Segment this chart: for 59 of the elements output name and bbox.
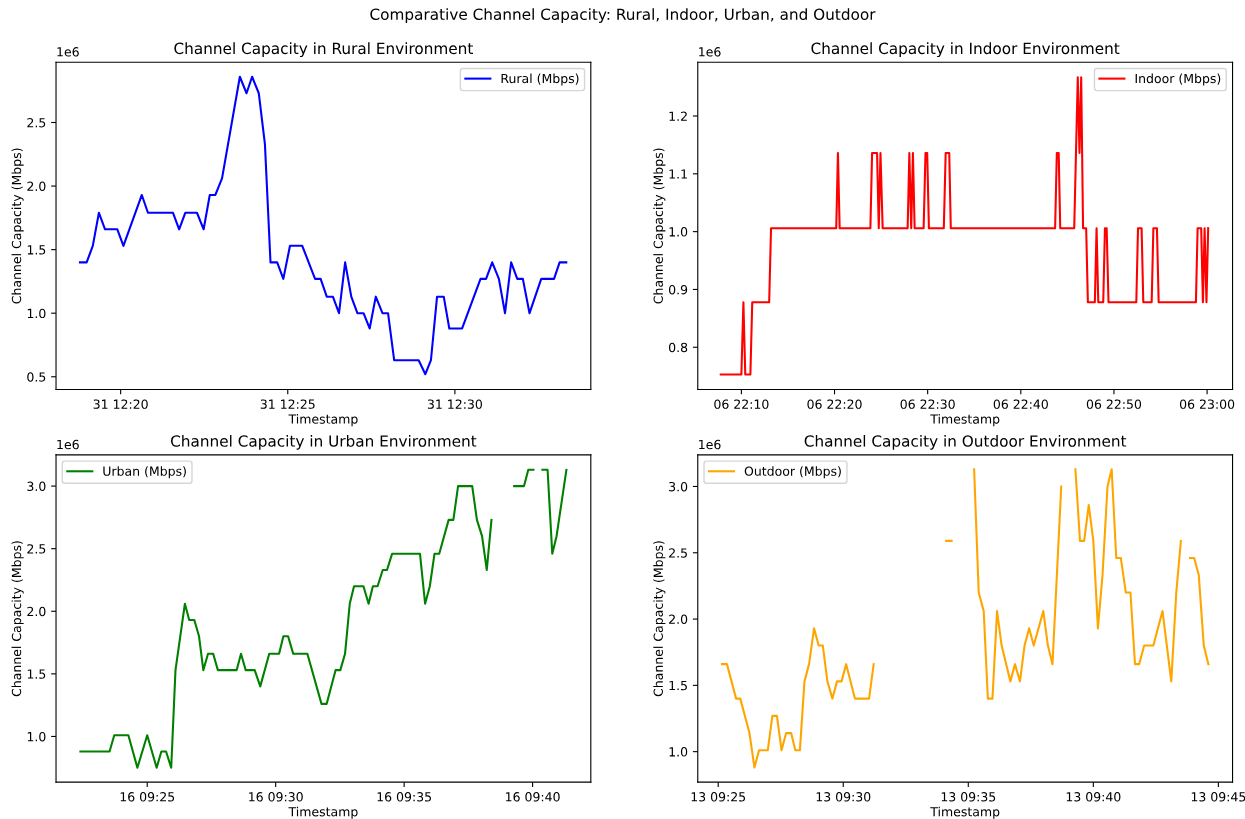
y-tick-label: 1.5 xyxy=(27,669,46,679)
text: 1e6 xyxy=(57,47,79,57)
y-tick-label: 2.5 xyxy=(27,544,46,554)
legend-label: Rural (Mbps) xyxy=(501,73,579,86)
y-tick-label: 0.8 xyxy=(668,342,688,353)
x-tick-label: 13 09:25 xyxy=(691,792,746,802)
chart-title: Channel Capacity in Rural Environment xyxy=(174,42,473,58)
x-axis-title: Timestamp xyxy=(930,806,1000,819)
y-tick-label: 1.1 xyxy=(669,169,687,179)
y-tick-label: 2.5 xyxy=(669,548,687,558)
x-tick-label: 16 09:30 xyxy=(249,792,303,802)
x-tick-label: 13 09:45 xyxy=(1191,792,1245,802)
x-tick-label: 13 09:35 xyxy=(941,792,996,802)
y-tick-label: 3.0 xyxy=(669,481,688,492)
x-tick-label: 16 09:40 xyxy=(506,792,560,802)
x-tick-label: 31 12:20 xyxy=(93,399,148,409)
x-tick-label: 06 23:00 xyxy=(1179,399,1235,409)
y-axis-title: Channel Capacity (Mbps) xyxy=(11,148,24,304)
x-axis-title: Timestamp xyxy=(930,414,1000,427)
y-tick-label: 1.0 xyxy=(27,731,46,742)
x-tick-label: 16 09:25 xyxy=(120,792,175,802)
y-tick-label: 1.2 xyxy=(669,111,687,121)
chart-title: Channel Capacity in Outdoor Environment xyxy=(804,434,1127,450)
y-tick-label: 1.0 xyxy=(669,227,688,237)
y-tick-label: 2.0 xyxy=(27,606,46,617)
y-tick-label: 2.0 xyxy=(669,614,688,624)
y-tick-label: 1.5 xyxy=(27,245,46,255)
y-tick-label: 3.0 xyxy=(27,481,46,492)
y-tick-label: 2.0 xyxy=(27,181,46,191)
x-tick-label: 13 09:30 xyxy=(816,792,871,802)
x-tick-label: 31 12:25 xyxy=(260,399,315,409)
y-tick-label: 2.5 xyxy=(27,117,46,128)
x-tick-label: 06 22:20 xyxy=(807,399,862,409)
y-axis-title: Channel Capacity (Mbps) xyxy=(653,541,666,697)
text: 1e6 xyxy=(57,439,79,450)
x-axis-title: Timestamp xyxy=(288,414,358,427)
x-tick-label: 06 22:10 xyxy=(714,399,769,409)
legend-label: Outdoor (Mbps) xyxy=(744,466,841,479)
chart-title: Channel Capacity in Urban Environment xyxy=(170,434,477,450)
x-tick-label: 06 22:50 xyxy=(1086,399,1142,409)
y-tick-label: 1.0 xyxy=(669,747,688,757)
y-tick-label: 0.9 xyxy=(668,284,688,295)
y-tick-label: 1.0 xyxy=(27,308,46,319)
y-tick-label: 1.5 xyxy=(669,680,687,691)
x-tick-label: 13 09:40 xyxy=(1066,792,1121,802)
text: Comparative Channel Capacity: Rural, Indoor, Urban, and Outdoor xyxy=(370,8,876,23)
x-axis-title: Timestamp xyxy=(288,806,358,819)
legend-label: Indoor (Mbps) xyxy=(1135,73,1221,86)
y-axis-title: Channel Capacity (Mbps) xyxy=(11,541,24,697)
x-tick-label: 06 22:30 xyxy=(900,399,955,409)
x-tick-label: 06 22:40 xyxy=(993,399,1048,409)
y-tick-label: 0.5 xyxy=(27,372,46,382)
text: 1e6 xyxy=(699,439,721,450)
x-tick-label: 31 12:30 xyxy=(427,399,483,409)
y-axis-title: Channel Capacity (Mbps) xyxy=(653,148,666,304)
chart-title: Channel Capacity in Indoor Environment xyxy=(811,42,1120,58)
x-tick-label: 16 09:35 xyxy=(377,792,431,802)
legend-label: Urban (Mbps) xyxy=(103,466,186,479)
text: 1e6 xyxy=(699,47,721,57)
